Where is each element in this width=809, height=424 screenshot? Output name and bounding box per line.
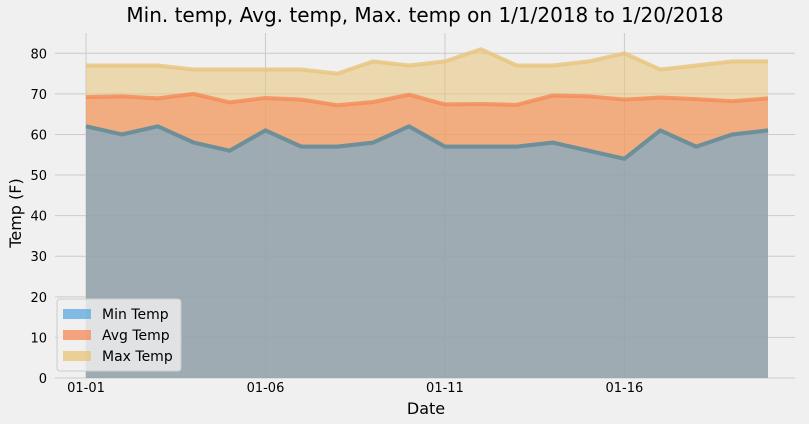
legend-swatch (63, 351, 91, 361)
y-tick-label: 80 (30, 47, 47, 62)
line-max-temp (86, 47, 768, 76)
x-tick-label: 01-16 (606, 381, 644, 396)
legend-label: Avg Temp (102, 328, 170, 344)
y-tick-label: 20 (30, 291, 47, 306)
y-tick-label: 10 (30, 331, 47, 346)
y-axis-label: Temp (F) (6, 178, 25, 248)
x-axis-label: Date (407, 399, 445, 418)
y-axis-ticks: 0 10 20 30 40 50 60 70 80 (30, 47, 47, 387)
x-tick-label: 01-11 (426, 381, 464, 396)
y-tick-label: 60 (30, 128, 47, 143)
legend: Min Temp Avg Temp Max Temp (56, 298, 182, 372)
line-avg-temp (85, 91, 769, 108)
y-tick-label: 30 (30, 250, 47, 265)
y-tick-label: 70 (30, 88, 47, 103)
y-tick-label: 50 (30, 169, 47, 184)
x-tick-label: 01-06 (247, 381, 285, 396)
legend-swatch (63, 330, 91, 340)
series-areas (85, 47, 769, 379)
legend-swatch (63, 309, 91, 319)
legend-label: Min Temp (102, 307, 169, 323)
line-min-temp-top (85, 124, 769, 161)
y-tick-label: 40 (30, 210, 47, 225)
chart-title: Min. temp, Avg. temp, Max. temp on 1/1/2… (126, 3, 723, 27)
legend-label: Max Temp (102, 349, 173, 365)
area-min-temp (86, 126, 768, 379)
x-axis-ticks: 01-01 01-06 01-11 01-16 (67, 381, 643, 396)
x-tick-label: 01-01 (67, 381, 105, 396)
y-tick-label: 0 (39, 372, 47, 387)
